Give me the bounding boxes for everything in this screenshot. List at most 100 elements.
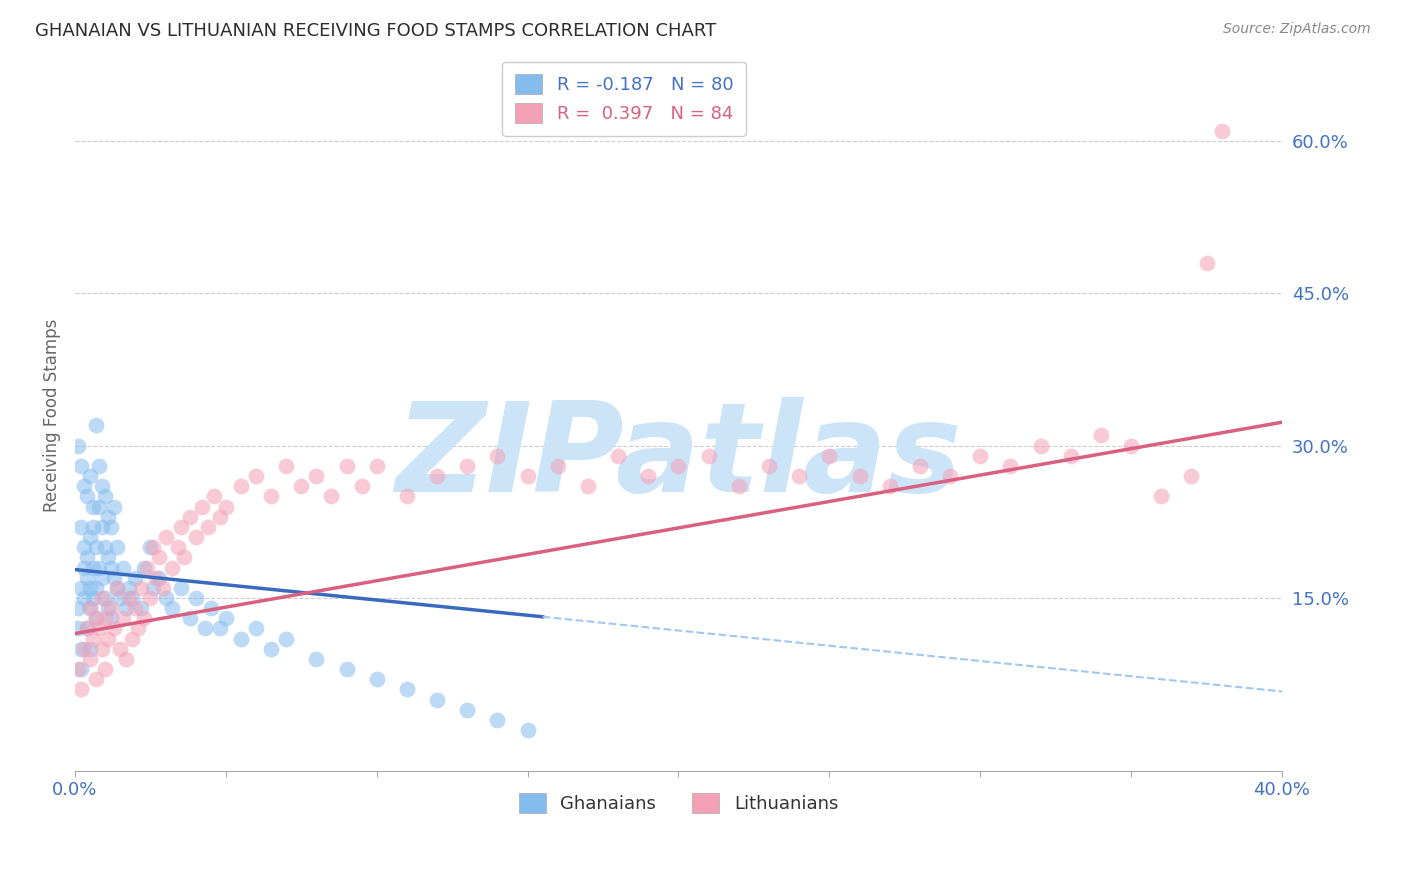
- Point: [79, 641, 101, 656]
- Point: [152, 581, 174, 595]
- Point: [134, 611, 156, 625]
- Point: [486, 713, 509, 727]
- Point: [335, 458, 357, 473]
- Point: [879, 479, 901, 493]
- Point: [89, 458, 111, 473]
- Point: [76, 571, 98, 585]
- Point: [82, 500, 104, 514]
- Point: [245, 622, 267, 636]
- Point: [73, 479, 96, 493]
- Point: [131, 601, 153, 615]
- Point: [516, 723, 538, 737]
- Point: [276, 632, 298, 646]
- Point: [91, 591, 114, 605]
- Point: [208, 509, 231, 524]
- Point: [155, 530, 177, 544]
- Point: [668, 458, 690, 473]
- Text: Source: ZipAtlas.com: Source: ZipAtlas.com: [1223, 22, 1371, 37]
- Point: [94, 540, 117, 554]
- Point: [79, 581, 101, 595]
- Point: [127, 622, 149, 636]
- Point: [79, 469, 101, 483]
- Point: [173, 550, 195, 565]
- Point: [395, 490, 418, 504]
- Point: [290, 479, 312, 493]
- Point: [105, 581, 128, 595]
- Point: [607, 449, 630, 463]
- Point: [215, 611, 238, 625]
- Point: [426, 469, 449, 483]
- Point: [66, 622, 89, 636]
- Point: [486, 449, 509, 463]
- Point: [139, 540, 162, 554]
- Point: [73, 560, 96, 574]
- Point: [727, 479, 749, 493]
- Point: [118, 591, 141, 605]
- Text: GHANAIAN VS LITHUANIAN RECEIVING FOOD STAMPS CORRELATION CHART: GHANAIAN VS LITHUANIAN RECEIVING FOOD ST…: [35, 22, 717, 40]
- Point: [100, 601, 122, 615]
- Legend: Ghanaians, Lithuanians: Ghanaians, Lithuanians: [506, 780, 851, 826]
- Point: [818, 449, 841, 463]
- Point: [335, 662, 357, 676]
- Point: [91, 520, 114, 534]
- Point: [79, 601, 101, 615]
- Point: [94, 490, 117, 504]
- Point: [105, 581, 128, 595]
- Point: [97, 550, 120, 565]
- Point: [1060, 449, 1083, 463]
- Point: [112, 611, 135, 625]
- Point: [70, 641, 93, 656]
- Point: [139, 591, 162, 605]
- Point: [84, 673, 107, 687]
- Point: [82, 520, 104, 534]
- Point: [100, 560, 122, 574]
- Point: [1150, 490, 1173, 504]
- Point: [124, 571, 146, 585]
- Point: [1119, 439, 1142, 453]
- Point: [758, 458, 780, 473]
- Point: [76, 622, 98, 636]
- Point: [112, 560, 135, 574]
- Point: [84, 540, 107, 554]
- Point: [245, 469, 267, 483]
- Point: [166, 540, 188, 554]
- Point: [84, 418, 107, 433]
- Point: [179, 611, 201, 625]
- Point: [118, 581, 141, 595]
- Point: [84, 581, 107, 595]
- Point: [197, 520, 219, 534]
- Point: [94, 591, 117, 605]
- Point: [1195, 256, 1218, 270]
- Point: [321, 490, 343, 504]
- Point: [697, 449, 720, 463]
- Point: [70, 581, 93, 595]
- Point: [131, 581, 153, 595]
- Point: [229, 632, 252, 646]
- Point: [89, 500, 111, 514]
- Point: [1211, 124, 1233, 138]
- Point: [76, 550, 98, 565]
- Point: [169, 520, 191, 534]
- Point: [576, 479, 599, 493]
- Point: [208, 622, 231, 636]
- Point: [969, 449, 991, 463]
- Point: [66, 439, 89, 453]
- Point: [148, 571, 170, 585]
- Point: [456, 703, 478, 717]
- Point: [73, 540, 96, 554]
- Point: [184, 530, 207, 544]
- Point: [456, 458, 478, 473]
- Point: [97, 632, 120, 646]
- Point: [76, 490, 98, 504]
- Point: [200, 601, 222, 615]
- Point: [547, 458, 569, 473]
- Point: [79, 530, 101, 544]
- Point: [121, 632, 143, 646]
- Point: [124, 601, 146, 615]
- Point: [79, 601, 101, 615]
- Point: [82, 591, 104, 605]
- Point: [1180, 469, 1202, 483]
- Text: ZIPatlas: ZIPatlas: [395, 397, 962, 518]
- Point: [103, 500, 125, 514]
- Point: [100, 520, 122, 534]
